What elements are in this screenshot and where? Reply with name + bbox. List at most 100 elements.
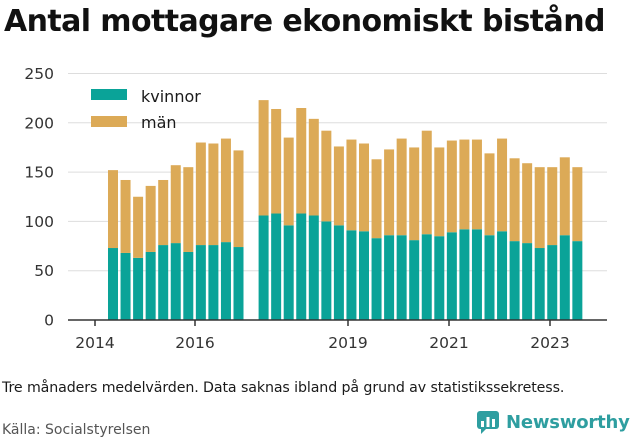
- bar-kvinnor: [333, 225, 344, 320]
- bar-man: [145, 185, 156, 252]
- bar-kvinnor: [296, 213, 307, 320]
- bar-man: [446, 140, 457, 233]
- bar-man: [559, 157, 570, 236]
- bar-kvinnor: [446, 232, 457, 320]
- bar-man: [258, 100, 269, 216]
- bar-man: [133, 196, 144, 258]
- bar-kvinnor: [434, 236, 445, 320]
- bar-kvinnor: [547, 245, 558, 320]
- bar-man: [208, 143, 219, 246]
- bar-kvinnor: [108, 248, 118, 320]
- bar-kvinnor: [208, 245, 219, 320]
- bar-kvinnor: [133, 257, 144, 320]
- bar-man: [233, 150, 244, 248]
- bar-kvinnor: [497, 231, 508, 320]
- chart-title: Antal mottagare ekonomiskt bistånd: [4, 4, 605, 39]
- legend-swatch-kvinnor: [91, 89, 127, 100]
- bar-man: [195, 142, 206, 246]
- y-tick-label: 250: [24, 65, 54, 83]
- bar-man: [158, 179, 169, 246]
- bar-man: [321, 130, 332, 222]
- bar-man: [471, 139, 482, 230]
- bar-kvinnor: [170, 243, 181, 320]
- bar-kvinnor: [371, 238, 382, 320]
- bar-man: [384, 149, 395, 236]
- bar-man: [108, 170, 118, 249]
- chart-note: Tre månaders medelvärden. Data saknas ib…: [2, 380, 565, 396]
- bars: [108, 100, 583, 320]
- bar-kvinnor: [233, 247, 244, 320]
- bar-kvinnor: [158, 245, 169, 320]
- bar-man: [183, 167, 194, 252]
- newsworthy-logo-icon: [477, 411, 499, 434]
- bar-man: [409, 147, 420, 241]
- bar-man: [333, 146, 344, 226]
- bar-kvinnor: [572, 241, 583, 320]
- x-tick-label: 2019: [328, 334, 367, 352]
- y-tick-label: 200: [24, 114, 54, 132]
- x-axis: 2014 2016 2019 2021 2023: [68, 319, 607, 352]
- bar-kvinnor: [283, 225, 294, 320]
- bar-man: [271, 108, 282, 214]
- bar-man: [534, 167, 545, 249]
- y-axis-ticks: 0 50 100 150 200 250: [24, 65, 54, 330]
- legend-label-man: män: [141, 113, 177, 132]
- bar-man: [509, 158, 520, 242]
- x-tick-label: 2021: [429, 334, 468, 352]
- legend: kvinnor män: [91, 87, 201, 132]
- bar-kvinnor: [195, 245, 206, 320]
- legend-swatch-man: [91, 116, 127, 127]
- bar-kvinnor: [258, 215, 269, 320]
- x-tick-label: 2016: [175, 334, 214, 352]
- y-tick-label: 100: [24, 213, 54, 231]
- bar-man: [484, 153, 495, 236]
- bar-kvinnor: [321, 221, 332, 320]
- bar-man: [170, 165, 181, 244]
- bar-kvinnor: [559, 235, 570, 320]
- bar-man: [547, 167, 558, 246]
- bar-kvinnor: [509, 241, 520, 320]
- bar-man: [296, 108, 307, 214]
- x-tick-label: 2014: [75, 334, 114, 352]
- y-tick-label: 50: [34, 262, 54, 280]
- bar-kvinnor: [359, 231, 369, 320]
- y-tick-label: 0: [44, 312, 54, 330]
- bar-kvinnor: [396, 235, 407, 320]
- bar-man: [359, 143, 369, 232]
- bar-man: [120, 179, 131, 253]
- bar-man: [497, 138, 508, 232]
- bar-kvinnor: [459, 229, 470, 320]
- legend-label-kvinnor: kvinnor: [141, 87, 201, 106]
- bar-man: [283, 137, 294, 226]
- bar-man: [572, 167, 583, 242]
- x-tick-label: 2023: [530, 334, 569, 352]
- bar-kvinnor: [183, 251, 194, 320]
- bar-kvinnor: [471, 229, 482, 320]
- bar-kvinnor: [220, 242, 231, 320]
- bar-kvinnor: [308, 215, 319, 320]
- bar-man: [522, 163, 533, 244]
- bar-kvinnor: [271, 213, 282, 320]
- bar-kvinnor: [145, 251, 156, 320]
- source-label: Källa: Socialstyrelsen: [2, 422, 151, 438]
- bar-man: [396, 138, 407, 236]
- bar-man: [308, 118, 319, 216]
- brand-name: Newsworthy: [506, 411, 630, 433]
- bar-kvinnor: [120, 252, 131, 320]
- chart: 0 50 100 150 200 250 2014 2016 2019 2021 2023 kvi…: [24, 65, 607, 352]
- bar-man: [220, 138, 231, 243]
- bar-kvinnor: [409, 240, 420, 320]
- bar-kvinnor: [534, 248, 545, 320]
- bar-kvinnor: [384, 235, 395, 320]
- bar-man: [459, 139, 470, 230]
- bar-kvinnor: [421, 234, 432, 320]
- bar-kvinnor: [522, 243, 533, 320]
- brand-logo[interactable]: Newsworthy: [476, 410, 630, 434]
- bar-kvinnor: [346, 230, 357, 320]
- bar-man: [371, 159, 382, 239]
- bar-man: [434, 147, 445, 237]
- y-tick-label: 150: [24, 164, 54, 182]
- bar-kvinnor: [484, 235, 495, 320]
- bar-man: [421, 130, 432, 235]
- bar-man: [346, 139, 357, 231]
